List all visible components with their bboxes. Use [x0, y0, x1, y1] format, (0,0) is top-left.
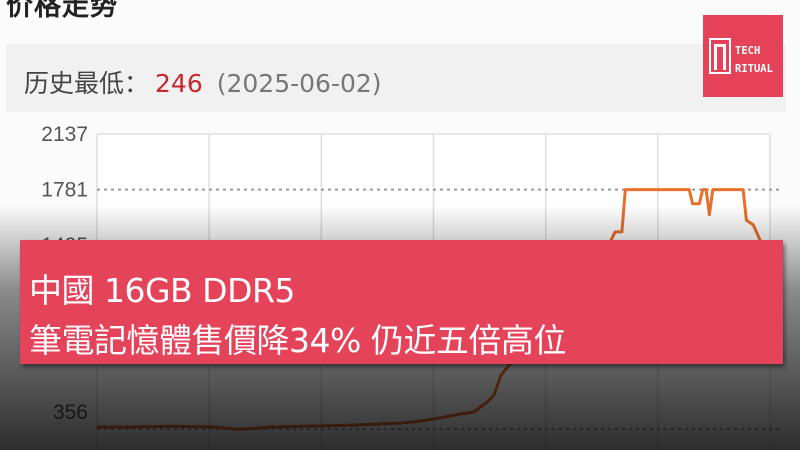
headline-banner: 中國 16GB DDR5 筆電記憶體售價降34% 仍近五倍高位	[20, 240, 783, 364]
logo-text-line2: RITUAL	[735, 63, 773, 75]
headline-line1: 中國 16GB DDR5	[29, 271, 295, 310]
tech-ritual-logo: TECH RITUAL	[703, 15, 783, 97]
y-tick-label: 2137	[41, 123, 88, 146]
logo-t-icon	[709, 38, 731, 74]
history-low: 历史最低： 246 (2025-06-02)	[24, 64, 382, 100]
y-tick-label: 356	[53, 401, 88, 424]
y-tick-label: 1781	[41, 179, 88, 202]
history-low-value: 246	[155, 69, 203, 98]
history-low-panel	[6, 44, 786, 112]
headline: 中國 16GB DDR5 筆電記憶體售價降34% 仍近五倍高位	[29, 266, 566, 366]
headline-line2: 筆電記憶體售價降34% 仍近五倍高位	[29, 321, 566, 360]
logo-text-line1: TECH	[735, 45, 761, 57]
history-low-label: 历史最低：	[24, 69, 150, 98]
page-title: 价格走势	[6, 0, 118, 22]
history-low-date: (2025-06-02)	[216, 69, 382, 98]
